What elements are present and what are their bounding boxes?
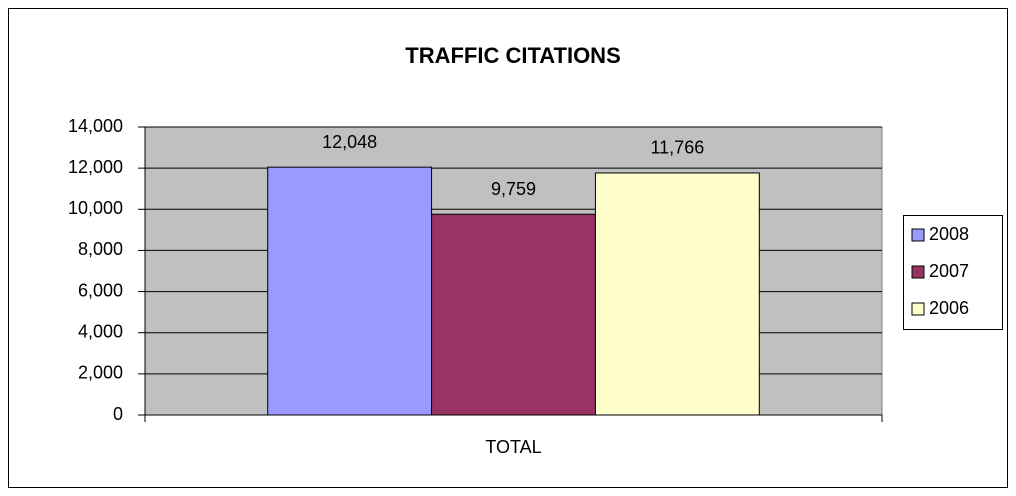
y-tick-label: 8,000 [78,239,123,259]
value-label: 9,759 [491,179,536,199]
value-label: 11,766 [651,138,705,158]
bar [267,166,433,416]
chart-title: TRAFFIC CITATIONS [405,43,621,68]
y-tick-label: 2,000 [78,363,123,383]
legend-label: 2007 [929,261,969,281]
y-tick-label: 10,000 [68,198,123,218]
legend-swatch [911,228,925,242]
legend-label: 2006 [929,298,969,318]
y-tick-label: 14,000 [68,116,123,136]
y-tick-label: 0 [113,404,123,424]
legend-label: 2008 [929,224,969,244]
y-tick-label: 6,000 [78,280,123,300]
legend-swatch [911,302,925,316]
x-tick-label: TOTAL [485,437,541,457]
bar [594,172,760,416]
y-tick-label: 12,000 [68,157,123,177]
bar [431,213,596,416]
legend-swatch [911,265,925,279]
y-tick-label: 4,000 [78,321,123,341]
value-label: 12,048 [322,132,377,152]
